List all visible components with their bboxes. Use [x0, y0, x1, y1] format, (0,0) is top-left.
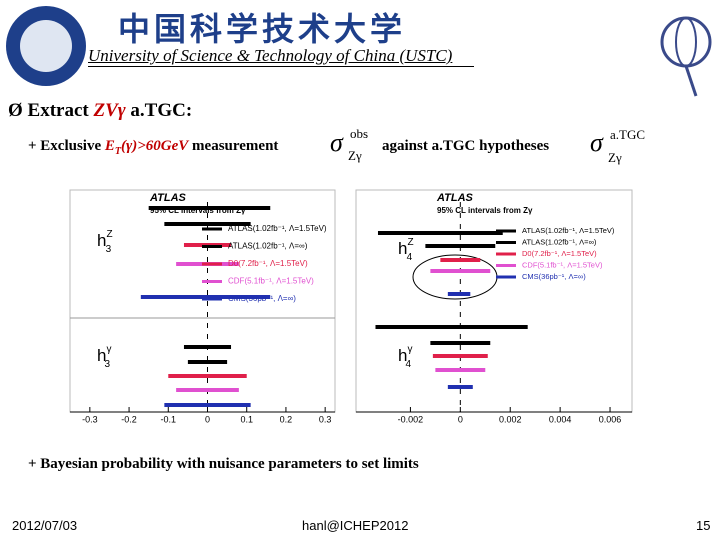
- legend-label: CDF(5.1fb⁻¹, Λ=1.5TeV): [522, 260, 603, 269]
- text: + Exclusive: [28, 138, 102, 154]
- sigma-atgc: σ: [590, 128, 603, 158]
- sigma: σ: [590, 128, 603, 157]
- sigma-obs: σ: [330, 128, 343, 158]
- x-tick-label: -0.2: [121, 414, 137, 424]
- text: measurement: [192, 138, 279, 154]
- text: against a.TGC hypotheses: [382, 138, 550, 154]
- x-tick-label: 0.002: [499, 414, 522, 424]
- cut-rest: (γ)>60GeV: [121, 138, 189, 154]
- line1: + Exclusive ET(γ)>60GeV measurement: [28, 138, 278, 157]
- group-sup: γ: [407, 344, 412, 355]
- legend-label: ATLAS(1.02fb⁻¹, Λ=∞): [522, 237, 597, 246]
- group-sub: 4: [405, 359, 411, 370]
- legend-label: ATLAS(1.02fb⁻¹, Λ=1.5TeV): [228, 224, 327, 233]
- x-tick-label: 0: [458, 414, 463, 424]
- sigma-sub: Zγ: [348, 148, 362, 163]
- atlas-logo: [660, 16, 712, 68]
- line2: + Bayesian probability with nuisance par…: [28, 456, 419, 472]
- group-label: hγ 4: [398, 344, 412, 370]
- cut: E: [104, 138, 115, 154]
- atlas-label: ATLAS: [149, 192, 187, 204]
- x-tick-label: 0.2: [280, 414, 293, 424]
- bullet-marker: Ø: [8, 100, 23, 121]
- sigma-sup: obs: [350, 126, 369, 141]
- group-sup: Z: [106, 229, 112, 240]
- cut-sub: T: [114, 146, 122, 157]
- sigma: σ: [330, 128, 343, 157]
- atlas-logo-leg: [684, 65, 698, 97]
- plot-frame: [355, 189, 633, 413]
- legend-label: ATLAS(1.02fb⁻¹, Λ=1.5TeV): [522, 226, 615, 235]
- group-sub: 3: [104, 359, 110, 370]
- x-tick-label: 0.004: [549, 414, 572, 424]
- sigma-sup: a.TGC: [610, 127, 646, 142]
- group-h: h: [97, 346, 106, 365]
- atlas-logo-line: [675, 17, 697, 67]
- x-tick-label: 0.006: [599, 414, 622, 424]
- x-tick-label: -0.3: [82, 414, 98, 424]
- page-number: 15: [696, 518, 711, 533]
- plots: -0.3 -0.2 -0.1 0 0.1 0.2 0.3 ATLAS 95% CL interv…: [69, 189, 633, 424]
- bullet-text: a.TGC:: [130, 100, 193, 121]
- legend-label: D0(7.2fb⁻¹, Λ=1.5TeV): [228, 259, 308, 268]
- legend-label: CDF(5.1fb⁻¹, Λ=1.5TeV): [228, 277, 314, 286]
- group-h: h: [97, 231, 106, 250]
- legend-label: CMS(36pb⁻¹, Λ=∞): [228, 294, 296, 303]
- group-label: hγ 3: [97, 344, 111, 370]
- legend-label: D0(7.2fb⁻¹, Λ=1.5TeV): [522, 249, 597, 258]
- author: hanl@ICHEP2012: [302, 518, 409, 533]
- group-label: hZ 4: [398, 237, 414, 263]
- bullet-text: Extract: [27, 100, 89, 121]
- logo-inner: [20, 20, 72, 72]
- title: 中国科学技术大学: [118, 11, 407, 47]
- group-sup: γ: [106, 344, 111, 355]
- x-tick-label: -0.1: [161, 414, 177, 424]
- x-tick-label: 0.3: [319, 414, 332, 424]
- legend-label: CMS(36pb⁻¹, Λ=∞): [522, 272, 586, 281]
- x-tick-label: 0: [205, 414, 210, 424]
- sigma-sub: Zγ: [608, 150, 622, 165]
- group-label: hZ 3: [97, 229, 113, 255]
- cl-label: 95% CL intervals from Zγ: [437, 206, 533, 215]
- group-h: h: [398, 239, 407, 258]
- group-h: h: [398, 346, 407, 365]
- bullet-highlight: ZVγ: [93, 100, 126, 121]
- cl-label: 95% CL intervals from Zγ: [150, 206, 246, 215]
- date: 2012/07/03: [12, 518, 78, 533]
- group-sub: 4: [407, 252, 413, 263]
- legend-label: ATLAS(1.02fb⁻¹, Λ=∞): [228, 242, 308, 251]
- group-sup: Z: [407, 237, 413, 248]
- x-tick-label: 0.1: [240, 414, 253, 424]
- group-sub: 3: [106, 244, 112, 255]
- x-tick-label: -0.002: [398, 414, 424, 424]
- subtitle: University of Science & Technology of Ch…: [88, 46, 475, 67]
- bullet: Ø Extract ZVγ a.TGC:: [8, 100, 192, 122]
- atlas-label: ATLAS: [436, 192, 474, 204]
